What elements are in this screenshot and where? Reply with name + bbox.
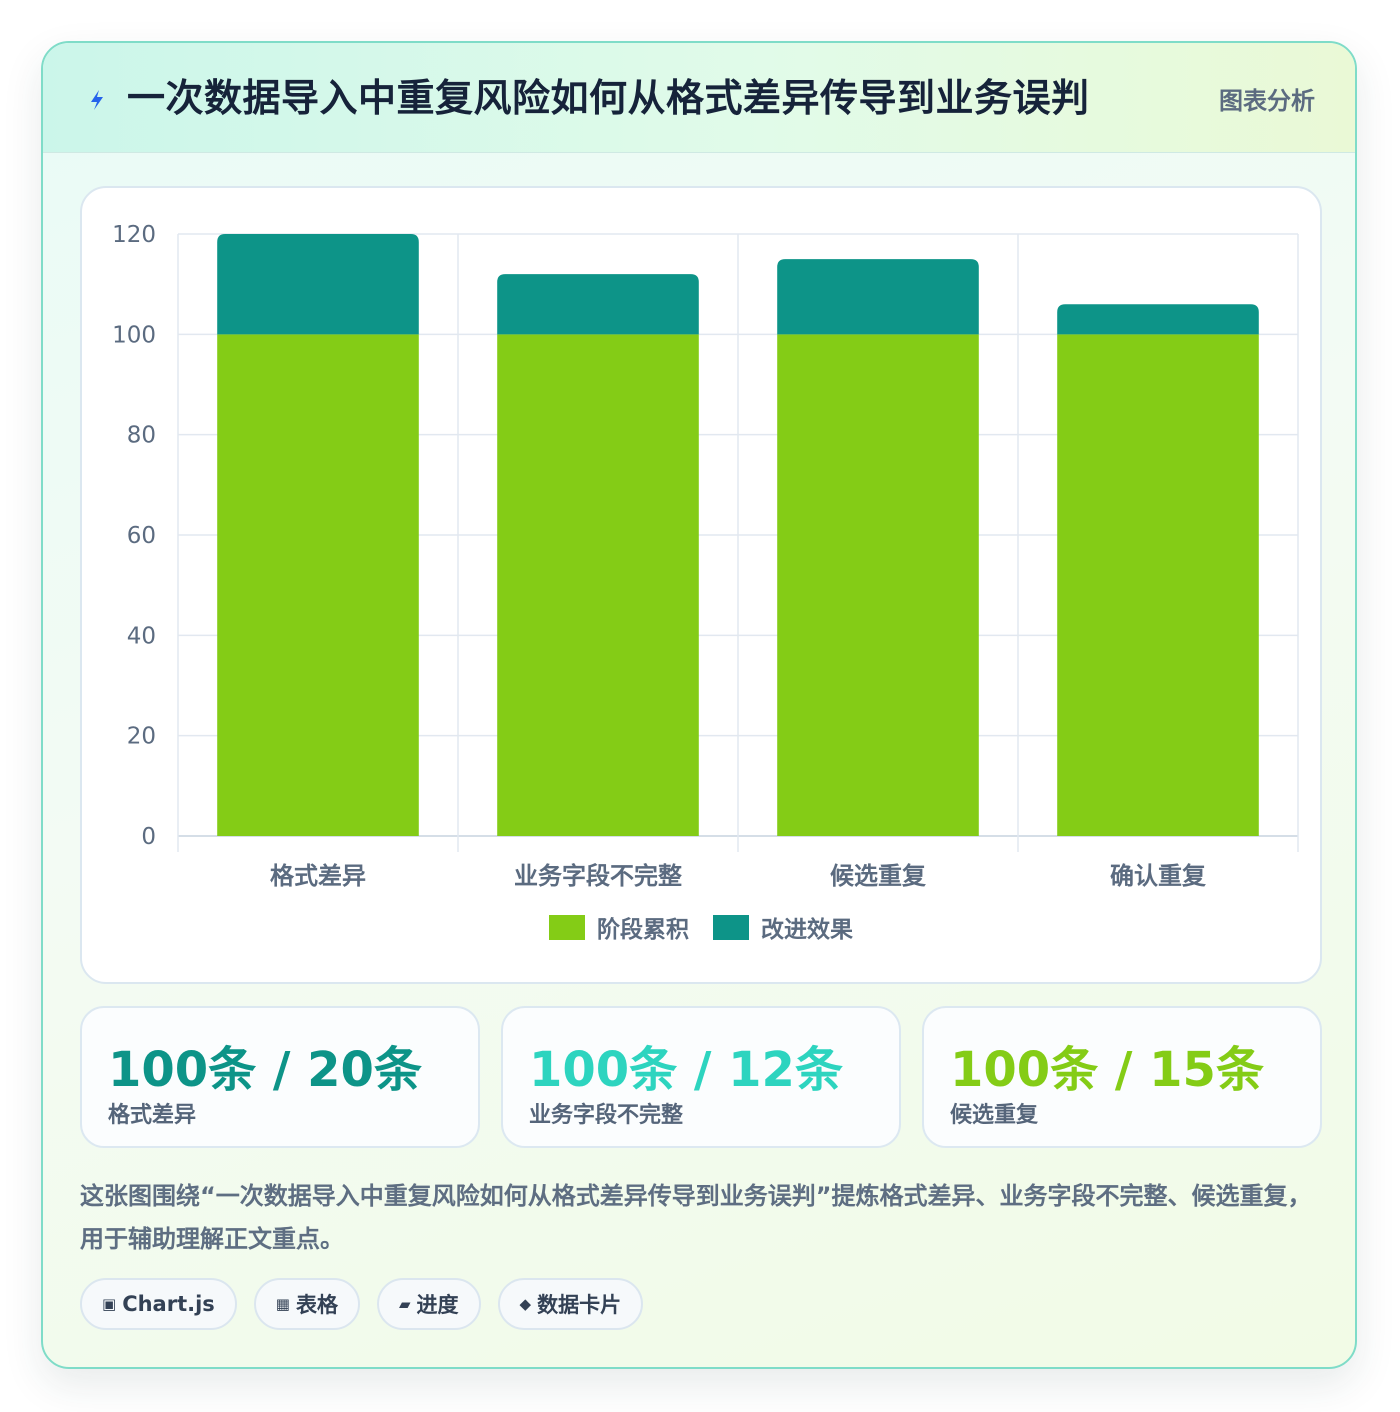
bar-segment (217, 334, 419, 836)
chip-progress[interactable]: ▰ 进度 (376, 1278, 481, 1330)
chip-label: Chart.js (122, 1292, 215, 1316)
lightning-icon (91, 90, 103, 110)
chip-label: 表格 (295, 1293, 338, 1317)
x-tick-label: 候选重复 (830, 862, 927, 890)
bar-segment (217, 234, 419, 335)
stat-label: 业务字段不完整 (529, 1103, 684, 1128)
stat-label: 格式差异 (108, 1103, 197, 1128)
table-icon: ▦ (275, 1295, 290, 1313)
bar-segment (497, 274, 699, 335)
chart-description: 这张图围绕“一次数据导入中重复风险如何从格式差异传导到业务误判”提炼格式差异、业… (80, 1182, 1312, 1253)
bar-segment (497, 334, 699, 836)
stat-label: 候选重复 (950, 1103, 1039, 1128)
legend-label: 阶段累积 (597, 916, 689, 943)
x-tick-label: 确认重复 (1110, 862, 1207, 890)
y-tick-label: 120 (112, 222, 156, 248)
y-tick-label: 40 (127, 623, 156, 649)
y-tick-label: 80 (127, 423, 156, 449)
feature-chips: ▣ Chart.js ▦ 表格 ▰ 进度 ◆ 数据卡片 (80, 1278, 644, 1330)
stat-value: 100条 / 12条 (529, 1042, 843, 1098)
stat-card-incomplete-fields: 100条 / 12条 业务字段不完整 (501, 1006, 901, 1148)
legend-label: 改进效果 (761, 916, 853, 943)
bar-segment (777, 259, 979, 335)
x-tick-label: 业务字段不完整 (514, 862, 682, 890)
page-title: 一次数据导入中重复风险如何从格式差异传导到业务误判 (127, 76, 1090, 120)
data-card-icon: ◆ (519, 1295, 532, 1313)
stat-value: 100条 / 20条 (108, 1042, 422, 1098)
y-tick-label: 60 (127, 523, 156, 549)
y-tick-label: 20 (127, 724, 156, 750)
legend-swatch (549, 915, 585, 940)
stat-card-format-diff: 100条 / 20条 格式差异 (80, 1006, 480, 1148)
legend-swatch (713, 915, 749, 940)
chip-label: 数据卡片 (537, 1293, 622, 1317)
bar-segment (1057, 334, 1259, 836)
progress-icon: ▰ (398, 1295, 411, 1313)
chip-chartjs[interactable]: ▣ Chart.js (80, 1278, 237, 1330)
stat-value: 100条 / 15条 (950, 1042, 1264, 1098)
bar-segment (777, 334, 979, 836)
chart-icon: ▣ (102, 1295, 117, 1313)
chart-panel: 0 20 40 60 80 100 120 格式差异 业务字段不完整 候选重复 确认重复阶段累积 改进… (80, 186, 1322, 984)
x-tick-label: 格式差异 (270, 862, 366, 890)
chart-analysis-tag: 图表分析 (1219, 87, 1315, 115)
chart-card: 一次数据导入中重复风险如何从格式差异传导到业务误判 图表分析 0 20 40 60 80… (41, 41, 1357, 1369)
card-header: 一次数据导入中重复风险如何从格式差异传导到业务误判 图表分析 (43, 43, 1355, 153)
chip-table[interactable]: ▦ 表格 (253, 1278, 360, 1330)
y-tick-label: 0 (141, 824, 156, 850)
chip-data-card[interactable]: ◆ 数据卡片 (497, 1278, 644, 1330)
stat-card-candidate-duplicates: 100条 / 15条 候选重复 (922, 1006, 1322, 1148)
bar-segment (1057, 304, 1259, 335)
y-tick-label: 100 (112, 322, 156, 348)
chip-label: 进度 (416, 1293, 459, 1317)
